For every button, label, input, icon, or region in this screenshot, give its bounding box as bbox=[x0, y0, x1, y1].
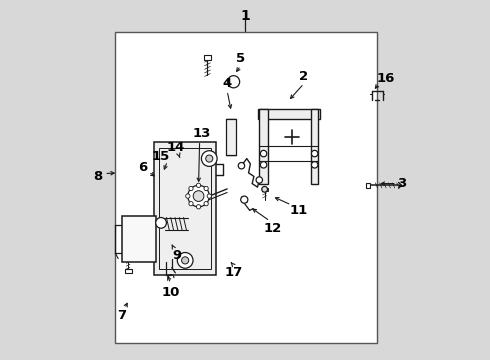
Circle shape bbox=[196, 204, 201, 209]
Bar bbox=[204, 55, 211, 60]
Text: 1: 1 bbox=[240, 9, 250, 23]
Circle shape bbox=[182, 257, 189, 264]
Bar bbox=[311, 109, 318, 184]
Circle shape bbox=[189, 186, 193, 191]
Text: 10: 10 bbox=[162, 286, 180, 299]
Text: 9: 9 bbox=[172, 248, 182, 261]
Text: 4: 4 bbox=[222, 77, 232, 90]
Text: 13: 13 bbox=[192, 127, 211, 140]
Circle shape bbox=[238, 162, 245, 169]
Circle shape bbox=[156, 217, 167, 228]
Circle shape bbox=[260, 150, 267, 157]
Bar bbox=[258, 109, 320, 119]
Text: 12: 12 bbox=[264, 222, 282, 235]
Text: 16: 16 bbox=[377, 72, 395, 85]
Circle shape bbox=[186, 194, 190, 198]
Text: 8: 8 bbox=[93, 170, 102, 183]
Text: 17: 17 bbox=[224, 266, 243, 279]
Circle shape bbox=[262, 186, 268, 192]
Bar bbox=[124, 269, 132, 273]
Bar bbox=[262, 188, 268, 191]
Text: 14: 14 bbox=[166, 141, 185, 154]
Circle shape bbox=[204, 202, 208, 206]
Bar bbox=[159, 148, 211, 269]
Text: 3: 3 bbox=[397, 177, 407, 190]
Circle shape bbox=[201, 151, 217, 166]
Text: 2: 2 bbox=[299, 70, 309, 83]
Bar bbox=[122, 216, 156, 262]
Circle shape bbox=[227, 76, 240, 88]
Text: 7: 7 bbox=[117, 309, 126, 322]
Circle shape bbox=[206, 155, 213, 162]
Circle shape bbox=[256, 177, 263, 183]
Bar bbox=[226, 119, 236, 155]
Text: 11: 11 bbox=[290, 204, 308, 217]
Circle shape bbox=[177, 252, 193, 268]
Circle shape bbox=[196, 183, 201, 188]
Circle shape bbox=[207, 194, 211, 198]
Circle shape bbox=[260, 162, 267, 168]
Text: 6: 6 bbox=[139, 161, 148, 174]
Bar bbox=[154, 143, 217, 275]
Bar bbox=[367, 183, 370, 188]
Circle shape bbox=[312, 150, 318, 157]
Bar bbox=[259, 109, 268, 184]
Circle shape bbox=[193, 191, 204, 202]
Bar bbox=[115, 32, 377, 342]
Text: 15: 15 bbox=[151, 150, 170, 163]
Circle shape bbox=[312, 162, 318, 168]
Circle shape bbox=[241, 196, 248, 203]
Circle shape bbox=[188, 185, 209, 207]
Circle shape bbox=[204, 186, 208, 191]
Text: 5: 5 bbox=[236, 52, 245, 65]
Circle shape bbox=[189, 202, 193, 206]
